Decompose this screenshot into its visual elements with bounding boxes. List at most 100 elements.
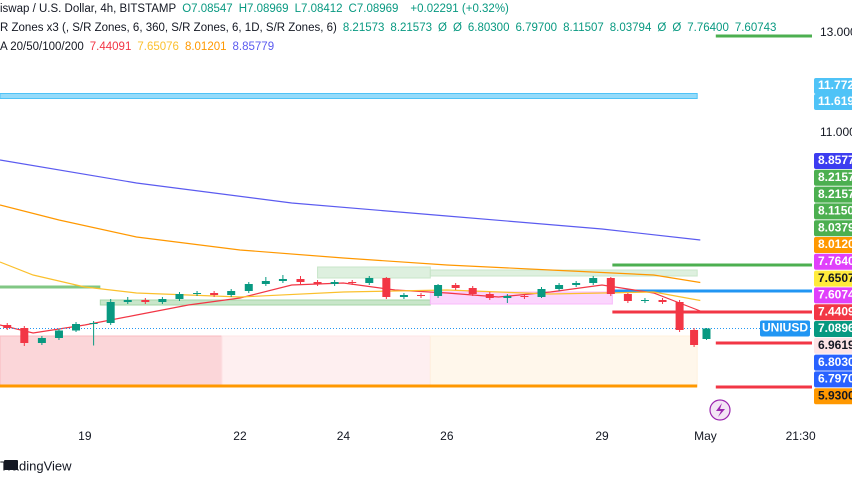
zone-area bbox=[317, 266, 431, 279]
price-label-bg bbox=[814, 153, 852, 169]
brand-logo bbox=[4, 460, 18, 470]
price-label-bg bbox=[814, 287, 852, 304]
brand: TradingView bbox=[0, 458, 72, 473]
candle-body bbox=[555, 285, 564, 289]
x-tick-label: 26 bbox=[440, 429, 454, 443]
candle-body bbox=[675, 302, 684, 330]
ma-value: 8.85779 bbox=[232, 41, 275, 53]
candle-body bbox=[348, 282, 357, 283]
symbol-tag-bg bbox=[760, 320, 810, 337]
price-label-bg bbox=[814, 186, 852, 203]
zone-area bbox=[221, 335, 431, 387]
x-tick-label: 24 bbox=[337, 429, 351, 443]
candle-body bbox=[244, 284, 253, 291]
candle-body bbox=[261, 281, 270, 284]
price-label: 8.2157 bbox=[818, 170, 852, 184]
price-label: 8.0379 bbox=[818, 220, 852, 234]
candle-body bbox=[278, 279, 287, 281]
candle-body bbox=[658, 300, 667, 302]
candle-body bbox=[141, 300, 150, 302]
candle-body bbox=[485, 294, 494, 298]
ohlc-value: L7.08412 bbox=[294, 3, 343, 15]
candle-body bbox=[175, 294, 184, 299]
price-label-bg bbox=[814, 371, 852, 388]
header: iswap / U.S. Dollar, 4h, BITSTAMP O7.0854… bbox=[0, 0, 788, 57]
zone-value: Ø bbox=[452, 22, 462, 34]
zone-area bbox=[429, 269, 698, 277]
moving-average bbox=[0, 282, 701, 334]
zone-area bbox=[429, 335, 698, 387]
price-label: 11.619 bbox=[818, 94, 852, 108]
zone-value: 8.21573 bbox=[390, 22, 432, 34]
zone-area bbox=[99, 299, 431, 306]
candle-body bbox=[210, 293, 219, 295]
header-row: A 20/50/100/200 7.44091 7.65076 8.01201 8.85… bbox=[0, 38, 788, 57]
zone-value: 8.11507 bbox=[563, 22, 604, 34]
candle-body bbox=[589, 278, 598, 283]
price-label-bg bbox=[814, 78, 852, 94]
price-label-bg bbox=[814, 321, 852, 337]
zone-value: 8.21573 bbox=[342, 22, 385, 34]
candle-body bbox=[313, 282, 322, 284]
zones-name: R Zones x3 (, S/R Zones, 6, 360, S/R Zon… bbox=[0, 22, 337, 34]
zone-value: 7.76400 bbox=[687, 22, 729, 34]
zone-value: Ø bbox=[672, 22, 682, 34]
candle-body bbox=[640, 300, 649, 301]
candle-body bbox=[690, 330, 699, 345]
price-label: 8.1150 bbox=[818, 204, 852, 218]
moving-average bbox=[0, 261, 701, 302]
candle-body bbox=[123, 300, 132, 302]
price-label: 6.8030 bbox=[818, 355, 852, 369]
candle-body bbox=[572, 283, 581, 285]
price-label: 6.7970 bbox=[818, 372, 852, 386]
price-label: 11.772 bbox=[818, 78, 852, 92]
candle-body bbox=[520, 296, 529, 297]
candle-body bbox=[20, 328, 29, 343]
x-tick-label: 22 bbox=[233, 429, 247, 443]
zone-value: 6.80300 bbox=[467, 22, 510, 34]
candle-body bbox=[606, 278, 615, 294]
candle-body bbox=[702, 328, 711, 339]
candle-body bbox=[330, 282, 339, 284]
symbol-tag: UNIUSD bbox=[762, 321, 808, 335]
change: +0.02291 (+0.32%) bbox=[410, 3, 509, 15]
candle-body bbox=[72, 324, 81, 331]
candle-body bbox=[503, 296, 512, 298]
candle-body bbox=[434, 285, 443, 296]
candle-body bbox=[468, 288, 477, 294]
candle-body bbox=[106, 302, 115, 323]
y-tick-label: 11.000 bbox=[820, 125, 852, 139]
ma-values: 7.44091 7.65076 8.01201 8.85779 bbox=[90, 41, 280, 53]
price-label: 8.8577 bbox=[818, 153, 852, 167]
zone-value: 6.79700 bbox=[515, 22, 558, 34]
price-label-bg bbox=[814, 270, 852, 287]
candle-body bbox=[89, 323, 98, 324]
price-label-bg bbox=[814, 169, 852, 186]
ohlc-value: C7.08969 bbox=[348, 3, 399, 15]
moving-average bbox=[0, 204, 701, 284]
price-label-bg bbox=[814, 337, 852, 354]
price-label: 7.4409 bbox=[818, 304, 852, 318]
ohlc-values: O7.08547 H7.08969 L7.08412 C7.08969 bbox=[182, 3, 404, 15]
ohlc-value: O7.08547 bbox=[182, 3, 233, 15]
zone-value: 8.03794 bbox=[609, 22, 652, 34]
symbol: iswap / U.S. Dollar, 4h, BITSTAMP bbox=[0, 3, 177, 15]
candle-body bbox=[37, 338, 46, 343]
candle-body bbox=[54, 330, 63, 338]
candle-body bbox=[382, 278, 391, 297]
x-tick-label: 19 bbox=[78, 429, 92, 443]
candle-body bbox=[416, 295, 425, 296]
ohlc-value: H7.08969 bbox=[238, 3, 289, 15]
price-label: 6.9619 bbox=[818, 338, 852, 352]
x-tick-label: 29 bbox=[595, 429, 609, 443]
alert-icon-bolt bbox=[716, 403, 725, 417]
price-label: 7.7640 bbox=[818, 254, 852, 268]
moving-average bbox=[0, 159, 701, 241]
price-label: 7.6507 bbox=[818, 271, 852, 285]
ma-value: 7.65076 bbox=[137, 41, 179, 53]
x-tick-label: 21:30 bbox=[786, 429, 816, 443]
price-label-bg bbox=[814, 203, 852, 220]
price-label-bg bbox=[814, 220, 852, 237]
